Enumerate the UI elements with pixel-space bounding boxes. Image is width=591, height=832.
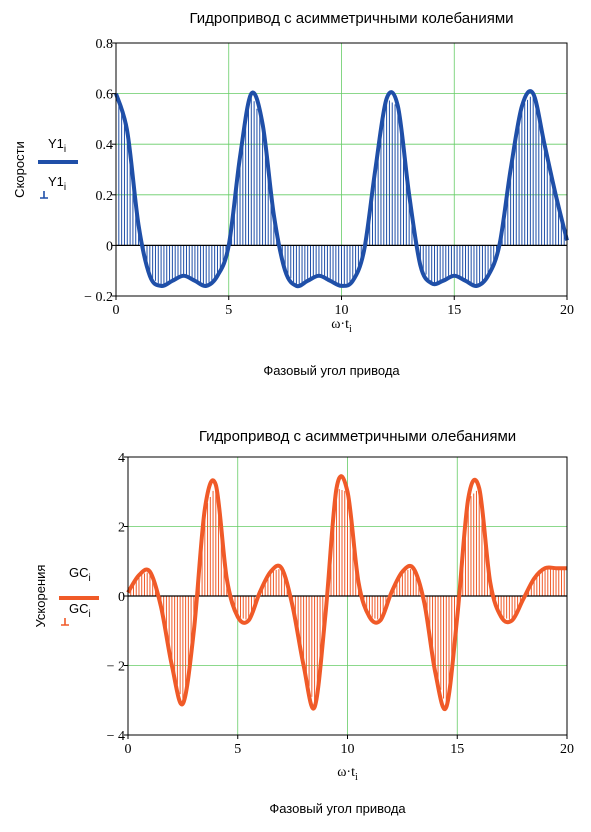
velocity-xtick-label-3: 15 bbox=[447, 303, 461, 318]
velocity-xcaption: Фазовый угол привода bbox=[263, 363, 400, 378]
acceleration-legend-stem-swatch bbox=[61, 618, 69, 626]
velocity-ytick-label-2: 0.2 bbox=[96, 189, 114, 204]
velocity-ytick-label-5: 0.8 bbox=[96, 37, 114, 52]
velocity-xtick-label-4: 20 bbox=[560, 303, 574, 318]
acceleration-ylabel: Ускорения bbox=[33, 565, 48, 628]
velocity-chart-panel: Гидропривод с асимметричными колебаниями… bbox=[0, 0, 591, 400]
velocity-legend-name-1: Y1i bbox=[48, 136, 66, 155]
velocity-ytick-label-1: 0 bbox=[106, 239, 113, 254]
velocity-ytick-label-0: − 0.2 bbox=[84, 290, 113, 305]
acceleration-chart-panel: Гидропривод с асимметричными олебаниями −… bbox=[0, 415, 591, 832]
acceleration-ytick-label-2: 0 bbox=[118, 590, 125, 605]
acceleration-xcaption: Фазовый угол привода bbox=[269, 801, 406, 816]
acceleration-ytick-label-4: 4 bbox=[118, 451, 125, 466]
velocity-legend-name-2: Y1i bbox=[48, 174, 66, 193]
acceleration-ytick-label-0: − 4 bbox=[107, 729, 125, 744]
velocity-legend-stem-swatch bbox=[40, 191, 48, 199]
acceleration-legend-name-2: GCi bbox=[69, 601, 91, 620]
velocity-xtick-label-0: 0 bbox=[113, 303, 120, 318]
acceleration-chart: Гидропривод с асимметричными олебаниями −… bbox=[33, 428, 574, 816]
velocity-xlabel: ω·ti bbox=[331, 317, 352, 335]
acceleration-xtick-label-1: 5 bbox=[234, 742, 241, 757]
acceleration-xtick-label-0: 0 bbox=[125, 742, 132, 757]
acceleration-ytick-label-1: − 2 bbox=[107, 660, 125, 675]
velocity-title: Гидропривод с асимметричными колебаниями bbox=[189, 10, 513, 27]
acceleration-legend-name-1: GCi bbox=[69, 565, 91, 584]
velocity-ylabel: Скорости bbox=[12, 141, 27, 198]
velocity-ytick-label-3: 0.4 bbox=[96, 138, 114, 153]
acceleration-xtick-label-2: 10 bbox=[341, 742, 355, 757]
velocity-stems bbox=[115, 93, 568, 286]
velocity-xtick-label-2: 10 bbox=[335, 303, 349, 318]
acceleration-xlabel: ω·ti bbox=[337, 765, 358, 783]
acceleration-xtick-label-3: 15 bbox=[450, 742, 464, 757]
acceleration-title: Гидропривод с асимметричными олебаниями bbox=[199, 428, 516, 445]
velocity-chart: Гидропривод с асимметричными колебаниями… bbox=[12, 10, 574, 378]
velocity-ytick-label-4: 0.6 bbox=[96, 88, 114, 103]
acceleration-xtick-label-4: 20 bbox=[560, 742, 574, 757]
acceleration-ytick-label-3: 2 bbox=[118, 521, 125, 536]
velocity-xtick-label-1: 5 bbox=[225, 303, 232, 318]
